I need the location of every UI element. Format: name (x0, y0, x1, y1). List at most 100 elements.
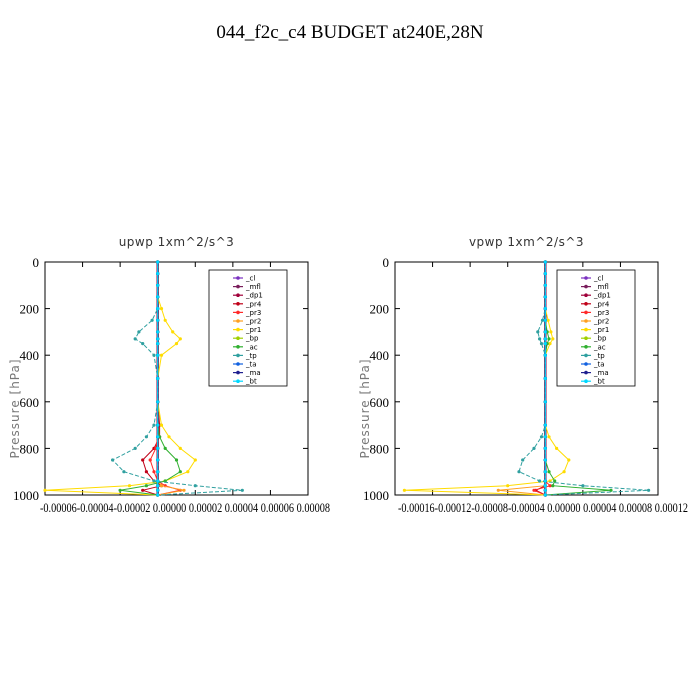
data-point (156, 423, 160, 427)
data-point (543, 318, 547, 322)
data-point (549, 330, 553, 334)
data-point (546, 318, 550, 322)
data-point (555, 446, 559, 450)
legend-label: _bt (245, 378, 257, 386)
legend-marker (236, 276, 240, 280)
data-point (137, 330, 141, 334)
data-point (43, 488, 47, 492)
data-point (543, 353, 547, 357)
data-point (156, 493, 160, 497)
data-point (547, 435, 551, 439)
legend-label: _ac (593, 343, 606, 351)
plot-frame (44, 261, 309, 496)
data-point (133, 446, 137, 450)
legend-label: _ta (245, 361, 257, 369)
data-point (159, 484, 164, 488)
data-point (118, 488, 122, 492)
legend-marker (584, 310, 588, 315)
data-point (551, 484, 555, 488)
data-point (548, 484, 552, 488)
chart-panel-upwp: upwp 1xm^2/s^3 Pressure [hPa] -0.00006-0… (8, 235, 330, 515)
data-point (539, 342, 544, 346)
legend-label: _mfl (593, 283, 609, 291)
data-point (543, 458, 547, 462)
legend-label: _ac (245, 343, 258, 351)
data-point (159, 307, 164, 311)
data-point (156, 470, 160, 474)
legend-label: _pr2 (593, 318, 609, 326)
legend-label: _pr1 (245, 326, 261, 334)
data-point (144, 470, 148, 474)
legend-label: _ta (593, 361, 605, 369)
data-point (543, 479, 547, 483)
legend-marker (236, 353, 240, 358)
data-point (547, 337, 551, 341)
legend-label: _bp (593, 335, 607, 343)
legend-box (208, 269, 288, 387)
data-point (182, 488, 186, 492)
data-point (144, 484, 148, 488)
data-point (127, 484, 132, 488)
data-point (521, 458, 525, 462)
data-point (496, 488, 500, 492)
data-point (156, 337, 160, 341)
legend-label: _cl (593, 275, 603, 283)
legend-marker (584, 336, 588, 341)
x-tick-labels: -0.00016-0.00012-0.00008-0.00004 0.00000… (398, 500, 688, 515)
legend-marker (236, 379, 240, 384)
y-tick-label: 1000 (13, 488, 39, 503)
data-point (174, 342, 179, 346)
data-point (540, 318, 545, 322)
legend-box (556, 269, 636, 387)
data-point (150, 318, 154, 322)
x-tick-labels: -0.00006-0.00004-0.00002 0.00000 0.00002… (40, 500, 330, 515)
data-point (543, 470, 547, 474)
data-point (609, 488, 613, 492)
data-point (506, 484, 510, 488)
data-point (543, 260, 547, 264)
legend-label: _bp (245, 335, 259, 343)
data-point (148, 458, 152, 462)
data-point (178, 446, 182, 450)
data-point (156, 376, 160, 381)
data-point (167, 435, 171, 439)
plot-frame (394, 261, 659, 496)
legend-marker (236, 319, 240, 323)
y-tick-label: 800 (20, 441, 40, 456)
legend-marker (236, 302, 240, 306)
y-tick-label: 200 (20, 302, 40, 317)
legend-label: _pr3 (245, 309, 261, 317)
data-point (156, 400, 160, 404)
data-point (152, 423, 156, 427)
legend-marker (236, 293, 240, 298)
data-point (174, 458, 179, 462)
legend-label: _ma (593, 369, 609, 377)
data-point (152, 353, 156, 357)
data-point (159, 353, 164, 357)
legend-marker (236, 336, 240, 341)
figure-title: 044_f2c_c4 BUDGET at240E,28N (216, 22, 484, 43)
data-point (543, 283, 547, 287)
data-point (156, 260, 160, 264)
y-tick-label: 400 (20, 348, 40, 363)
panel-title: vpwp 1xm^2/s^3 (469, 235, 584, 249)
data-point (111, 458, 115, 462)
legend-label: _dp1 (593, 292, 611, 300)
data-point (581, 484, 585, 488)
data-point (122, 470, 126, 474)
data-point (141, 342, 145, 346)
legend-marker (236, 362, 240, 366)
data-point (152, 470, 156, 474)
y-tick-label: 400 (370, 348, 390, 363)
series-line-pr3 (532, 262, 551, 496)
data-point (193, 484, 197, 488)
data-point (543, 493, 547, 497)
data-point (156, 342, 160, 346)
legend-marker (584, 353, 588, 358)
data-point (193, 458, 197, 462)
data-point (532, 446, 536, 450)
legend-label: _pr2 (245, 318, 261, 326)
data-point (156, 458, 160, 462)
legend-marker (236, 327, 240, 332)
legend-marker (236, 370, 240, 375)
